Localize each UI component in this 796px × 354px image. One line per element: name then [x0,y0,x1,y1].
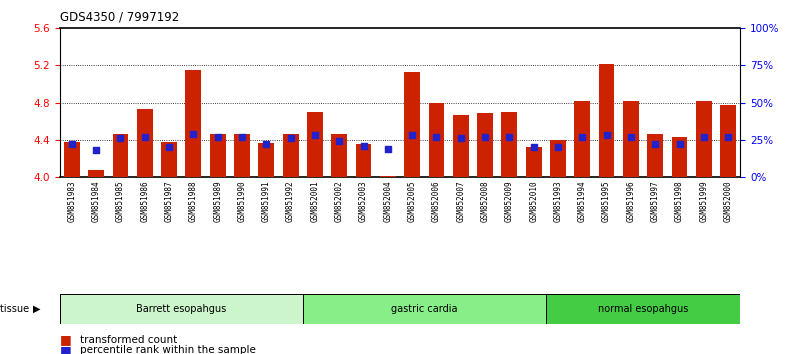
Point [260,142,273,147]
Point [503,134,516,140]
Text: ■: ■ [60,333,72,346]
Text: gastric cardia: gastric cardia [391,304,458,314]
Text: GSM851996: GSM851996 [626,181,635,222]
Bar [477,113,493,177]
Point [576,134,589,140]
Bar [546,294,740,324]
Bar [112,134,128,177]
Point [284,136,297,141]
Bar [302,294,546,324]
Text: GSM851983: GSM851983 [68,181,76,222]
Point [114,136,127,141]
Point [406,132,419,138]
Text: GSM851992: GSM851992 [286,181,295,222]
Text: transformed count: transformed count [80,335,177,345]
Point [673,142,686,147]
Text: GSM852009: GSM852009 [505,181,514,222]
Bar [185,70,201,177]
Text: GSM851987: GSM851987 [165,181,174,222]
Bar [696,101,712,177]
Bar [672,137,688,177]
Text: percentile rank within the sample: percentile rank within the sample [80,346,256,354]
Text: GSM851988: GSM851988 [189,181,198,222]
Text: GSM852007: GSM852007 [456,181,465,222]
Bar [210,134,225,177]
Bar [283,134,298,177]
Text: GSM851995: GSM851995 [602,181,611,222]
Text: ■: ■ [60,344,72,354]
Text: GSM851999: GSM851999 [700,181,708,222]
Point [625,134,638,140]
Bar [380,176,396,177]
Bar [307,112,323,177]
Point [236,134,248,140]
Text: GSM851984: GSM851984 [92,181,100,222]
Text: normal esopahgus: normal esopahgus [598,304,689,314]
Text: GSM852010: GSM852010 [529,181,538,222]
Text: GSM851993: GSM851993 [553,181,563,222]
Bar [356,144,372,177]
Bar [599,64,615,177]
Text: GSM852008: GSM852008 [481,181,490,222]
Bar [331,134,347,177]
Bar [404,72,420,177]
Text: GSM851991: GSM851991 [262,181,271,222]
Point [139,134,151,140]
Bar [550,140,566,177]
Text: GSM851994: GSM851994 [578,181,587,222]
Point [722,134,735,140]
Bar [259,143,274,177]
Text: GSM852004: GSM852004 [384,181,392,222]
Text: GSM851997: GSM851997 [650,181,660,222]
Text: GSM851989: GSM851989 [213,181,222,222]
Bar [60,294,302,324]
Text: GSM851985: GSM851985 [116,181,125,222]
Point [211,134,224,140]
Point [649,142,661,147]
Text: GSM852000: GSM852000 [724,181,732,222]
Point [187,131,200,137]
Point [455,136,467,141]
Text: GSM851990: GSM851990 [237,181,247,222]
Bar [137,109,153,177]
Point [381,146,394,152]
Bar [623,101,639,177]
Point [478,134,491,140]
Bar [453,115,469,177]
Point [697,134,710,140]
Bar [161,142,177,177]
Bar [720,104,736,177]
Bar [428,103,444,177]
Bar [501,112,517,177]
Text: GSM851998: GSM851998 [675,181,684,222]
Point [90,147,103,153]
Text: GSM852003: GSM852003 [359,181,368,222]
Text: tissue: tissue [0,304,33,314]
Text: ▶: ▶ [33,304,41,314]
Point [162,144,175,150]
Point [552,144,564,150]
Bar [64,142,80,177]
Point [527,144,540,150]
Bar [575,101,590,177]
Text: GSM852002: GSM852002 [335,181,344,222]
Point [65,142,78,147]
Text: GSM852006: GSM852006 [432,181,441,222]
Bar [234,134,250,177]
Point [309,132,322,138]
Text: GDS4350 / 7997192: GDS4350 / 7997192 [60,11,179,24]
Text: GSM852005: GSM852005 [408,181,416,222]
Point [357,143,370,149]
Bar [88,171,104,177]
Point [600,132,613,138]
Text: GSM851986: GSM851986 [140,181,150,222]
Text: Barrett esopahgus: Barrett esopahgus [136,304,226,314]
Bar [647,134,663,177]
Text: GSM852001: GSM852001 [310,181,319,222]
Bar [526,147,541,177]
Point [430,134,443,140]
Point [333,138,345,144]
